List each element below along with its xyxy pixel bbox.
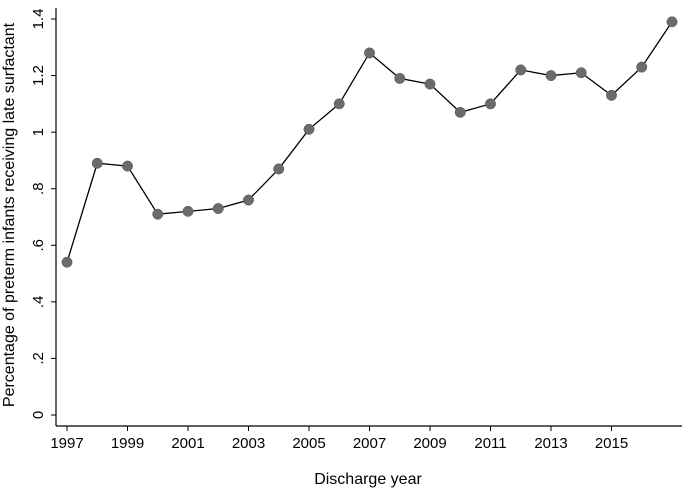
data-point [515, 64, 527, 76]
data-point [212, 203, 224, 214]
data-point [273, 163, 285, 175]
data-point [61, 256, 73, 268]
data-point [485, 98, 496, 110]
y-tick-label: 1 [30, 128, 47, 136]
data-point [243, 194, 254, 206]
x-tick-label: 2007 [353, 435, 386, 452]
plot-area [55, 8, 682, 427]
data-point [606, 89, 617, 101]
data-point [424, 78, 436, 90]
x-tick-label: 2013 [534, 435, 567, 452]
data-point [545, 70, 557, 82]
x-tick-label: 2011 [474, 435, 506, 452]
x-tick-label: 2003 [232, 435, 265, 452]
x-tick-label: 2015 [595, 435, 628, 452]
data-point [182, 205, 194, 217]
x-axis: 1997 1999 2001 2003 2005 2007 2009 2011 2013 2015 [50, 426, 628, 452]
y-tick-label: .8 [30, 182, 47, 195]
data-point [303, 123, 315, 135]
y-tick-label: 1.4 [30, 9, 47, 30]
data-point [152, 208, 164, 220]
x-tick-label: 2001 [171, 435, 204, 452]
data-point [636, 61, 648, 73]
data-point [666, 16, 678, 28]
data-point [394, 72, 406, 84]
data-point [91, 157, 103, 169]
y-axis-title: Percentage of preterm infants receiving … [1, 22, 18, 407]
x-tick-label: 2009 [413, 435, 446, 452]
data-point [454, 106, 466, 118]
y-tick-label: .2 [30, 352, 47, 365]
y-tick-label: 0 [30, 411, 47, 419]
x-tick-label: 2005 [292, 435, 325, 452]
data-point [364, 47, 375, 59]
y-axis: 0 .2 .4 .6 .8 1 1.2 1.4 [30, 9, 56, 419]
y-tick-label: .6 [30, 239, 47, 252]
y-tick-label: 1.2 [30, 65, 47, 86]
series-group [61, 16, 678, 268]
data-point [575, 67, 587, 79]
x-tick-label: 1997 [50, 435, 83, 452]
x-axis-title: Discharge year [314, 471, 422, 488]
x-tick-label: 1999 [111, 435, 144, 452]
y-tick-label: .4 [30, 296, 47, 309]
data-point [122, 160, 133, 172]
data-point [333, 98, 345, 110]
